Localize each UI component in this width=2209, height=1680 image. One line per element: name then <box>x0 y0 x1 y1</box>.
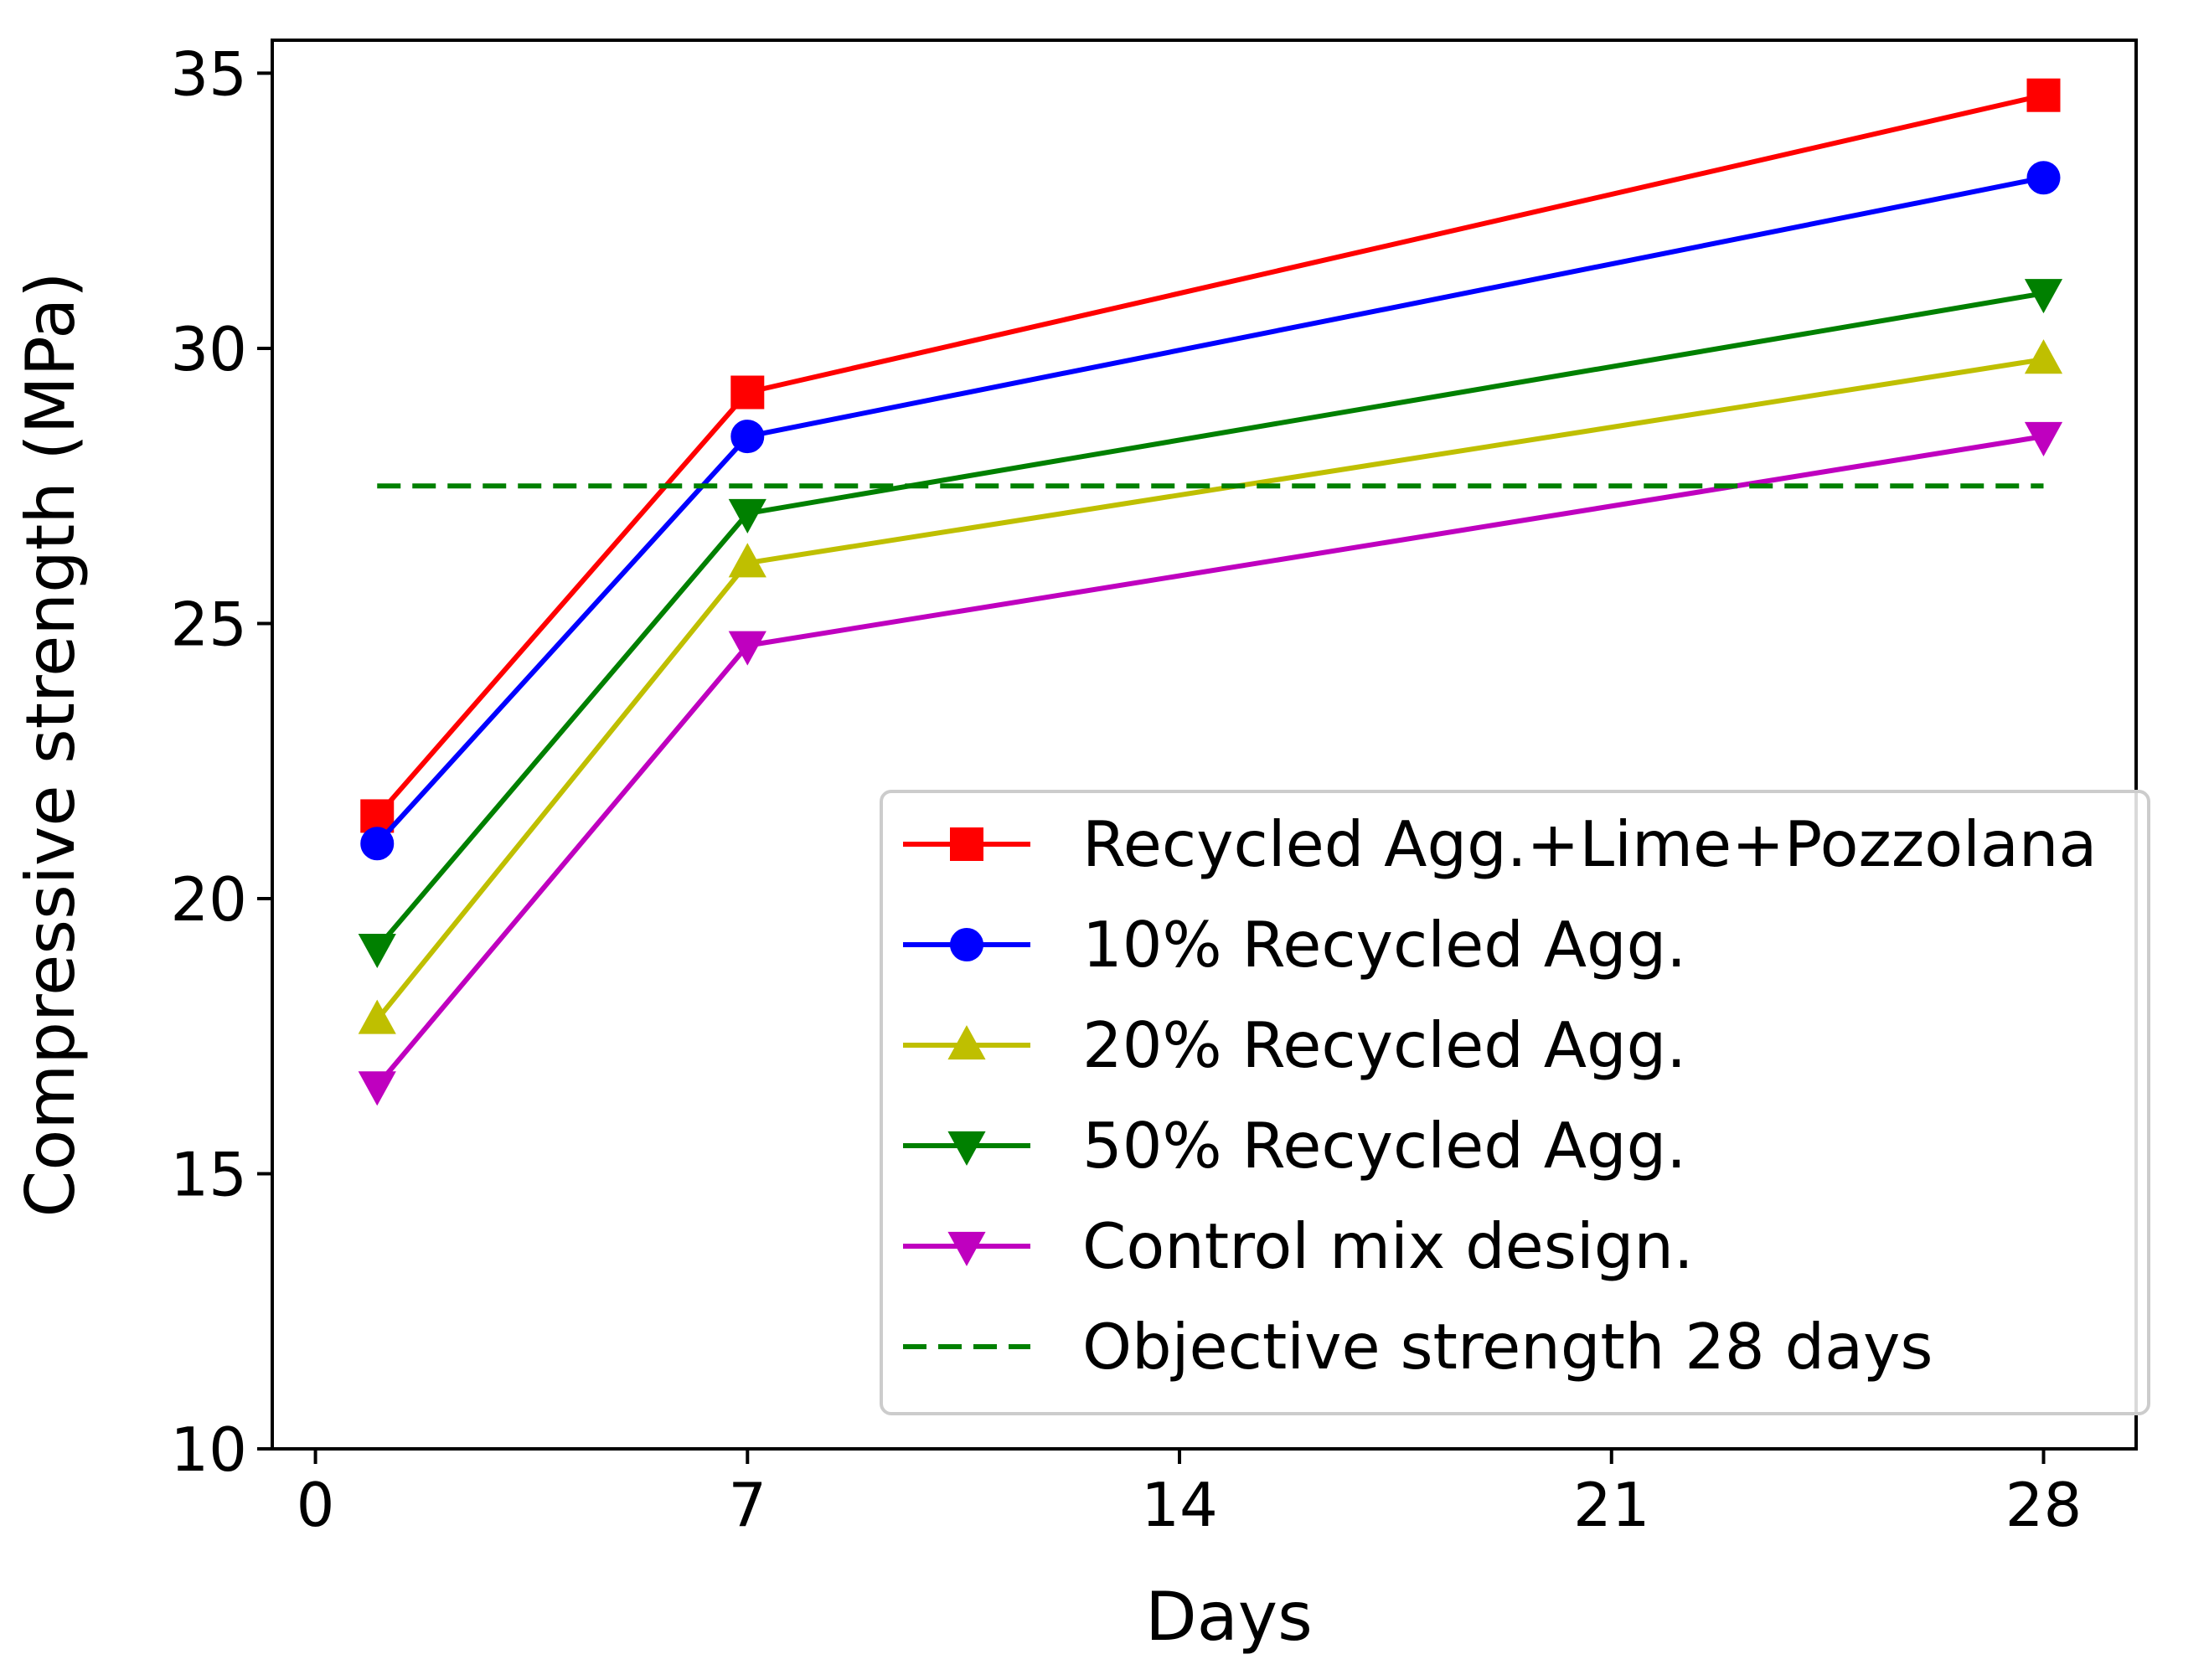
data-point <box>358 933 396 969</box>
legend-marker <box>950 827 983 861</box>
legend-frame <box>880 790 2150 1415</box>
plot-frame <box>271 39 2138 1451</box>
x-tick-label: 7 <box>728 1470 766 1540</box>
series-10-recycled-agg <box>360 161 2061 861</box>
data-point <box>2024 339 2063 374</box>
legend-marker <box>947 1025 986 1060</box>
y-tick-label: 20 <box>170 864 247 935</box>
legend: Recycled Agg.+Lime+Pozzolana 10% Recycled… <box>880 790 2150 1415</box>
data-point <box>2026 161 2061 195</box>
legend-marker <box>947 1131 986 1166</box>
data-point <box>728 631 766 666</box>
legend-label: 10% Recycled Agg. <box>1082 908 1686 982</box>
legend-entry-10-recycled-agg: 10% Recycled Agg. <box>903 908 1686 982</box>
data-point <box>728 498 766 533</box>
data-point <box>728 543 766 578</box>
series-50-recycled-agg <box>358 279 2063 969</box>
legend-label: Recycled Agg.+Lime+Pozzolana <box>1082 807 2097 881</box>
series-layer <box>358 78 2063 1106</box>
x-tick-label: 14 <box>1141 1470 1218 1540</box>
x-tick-label: 21 <box>1573 1470 1650 1540</box>
y-tick-label: 10 <box>170 1415 247 1485</box>
series-20-recycled-agg <box>358 339 2063 1034</box>
legend-entry-50-recycled-agg: 50% Recycled Agg. <box>903 1109 1686 1183</box>
legend-marker <box>950 928 983 961</box>
legend-label: Control mix design. <box>1082 1209 1694 1283</box>
data-point <box>2026 78 2061 112</box>
x-tick-label: 0 <box>297 1470 335 1540</box>
series-recycled-agg-lime-pozzolana <box>360 78 2061 833</box>
legend-entry-control-mix-design: Control mix design. <box>903 1209 1694 1283</box>
y-tick-label: 25 <box>170 589 247 659</box>
data-point <box>358 999 396 1034</box>
series-line <box>375 175 2045 846</box>
data-point <box>2024 279 2063 314</box>
data-point <box>360 827 395 861</box>
data-point <box>358 1071 396 1106</box>
legend-marker <box>947 1231 986 1266</box>
y-tick-label: 15 <box>170 1139 247 1209</box>
x-axis-label: Days <box>1145 1578 1313 1656</box>
legend-label: 20% Recycled Agg. <box>1082 1008 1686 1082</box>
data-point <box>2024 421 2063 456</box>
y-tick-label: 35 <box>170 39 247 109</box>
x-tick-label: 28 <box>2005 1470 2083 1540</box>
legend-label: Objective strength 28 days <box>1082 1310 1933 1384</box>
legend-label: 50% Recycled Agg. <box>1082 1109 1686 1183</box>
legend-entry-recycled-agg-lime-pozzolana: Recycled Agg.+Lime+Pozzolana <box>903 807 2097 881</box>
series-control-mix-design <box>358 421 2063 1106</box>
legend-entry-20-recycled-agg: 20% Recycled Agg. <box>903 1008 1686 1082</box>
tick-layer: 0 7 14 21 28 10 15 20 25 30 35 <box>170 39 2082 1540</box>
y-tick-label: 30 <box>170 314 247 384</box>
legend-entry-objective-strength-28-days: Objective strength 28 days <box>903 1310 1933 1384</box>
y-axis-label: Compressive strength (MPa) <box>12 272 90 1218</box>
data-point <box>730 375 765 410</box>
data-point <box>730 420 765 454</box>
